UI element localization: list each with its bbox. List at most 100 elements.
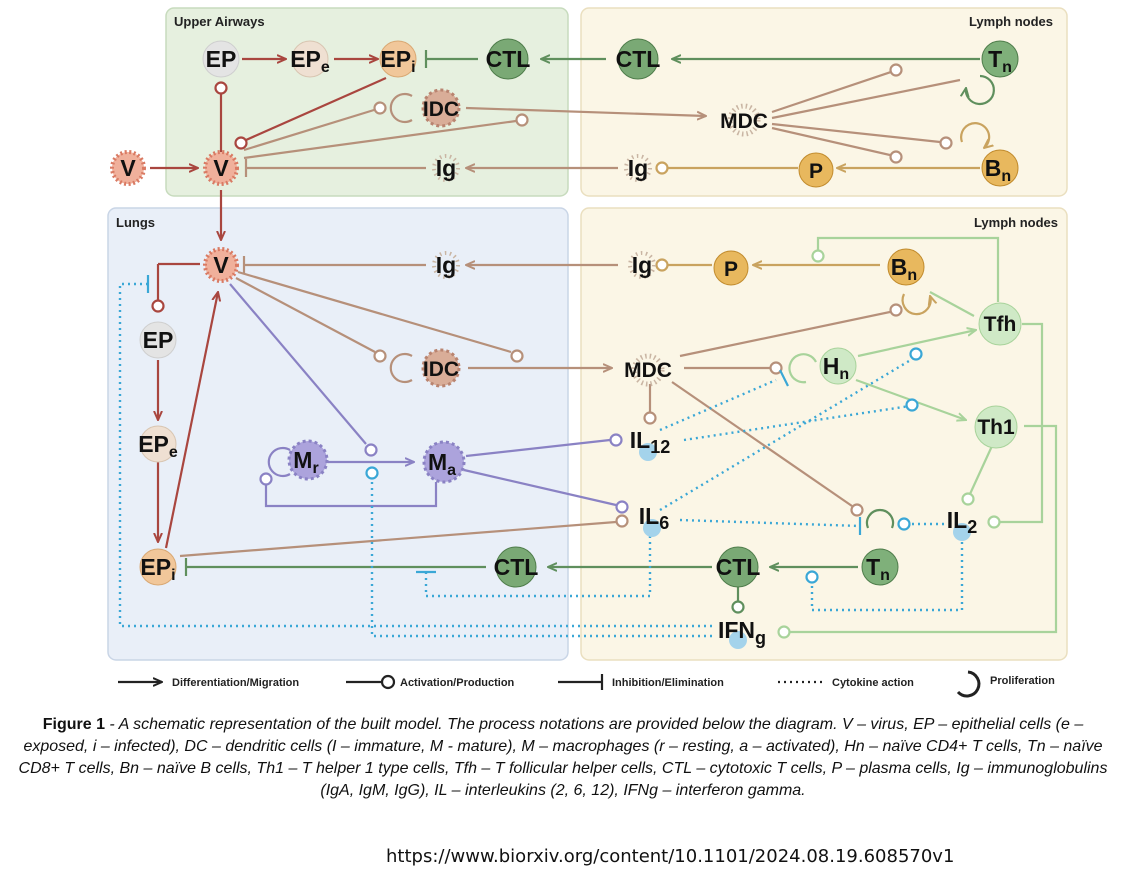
edge-mdc1-to-tn: [771, 70, 892, 114]
label-ln2-th1: Th1: [977, 416, 1015, 439]
edge-vl-to-idc: [235, 277, 376, 353]
edge-p2-to-ig2-head: [655, 258, 669, 272]
edge-v-to-mdc-ua: [243, 119, 517, 160]
edge-vl-activates-ma-head: [364, 443, 378, 457]
edge-vl-to-idc-head: [373, 349, 387, 363]
edge-mdc2-to-tn: [671, 381, 853, 507]
label-ua-epi: EPi: [380, 46, 415, 76]
label-ln2-tfh: Tfh: [984, 313, 1017, 336]
cyto-il12-to-hn-head: [905, 398, 919, 412]
edge-ctl2-to-ifng-head: [731, 600, 745, 614]
label-ua-v: V: [213, 155, 229, 181]
lu-ctl-cell: [495, 546, 537, 588]
edge-epi-produces-vl: [164, 292, 218, 549]
label-ln2-p: P: [724, 258, 738, 281]
label-ln1-bn: Bn: [985, 155, 1011, 185]
label-ua-epe: EPe: [290, 46, 330, 76]
edge-epi-to-il6-head: [615, 514, 629, 528]
lu-idc-cell: [421, 348, 461, 388]
region-label-upper-airways: Upper Airways: [174, 14, 265, 29]
label-ln1-ctl: CTL: [616, 46, 661, 72]
cyto-il6-to-hn: [659, 356, 915, 512]
cyto-il6-to-ctll: [424, 536, 652, 598]
edge-tfh-activates-bn-head: [811, 249, 825, 263]
region-label-lymph-nodes-bottom: Lymph nodes: [974, 215, 1058, 230]
ln2-mdc-burst: [631, 353, 665, 387]
edge-v-to-mdc-ua-head: [515, 113, 529, 127]
nodes: [110, 38, 1022, 649]
legend-inhibition-label: Inhibition/Elimination: [612, 677, 724, 689]
cyto-il6-to-hn-head: [909, 347, 923, 361]
label-ln2-bn: Bn: [891, 254, 917, 284]
legend-proliferation-label: Proliferation: [990, 675, 1055, 687]
cyto-ifng-to-ma: [370, 478, 712, 638]
ln1-mdc-burst: [727, 103, 761, 137]
cyto-ifng-to-ma-head: [365, 466, 379, 480]
label-lu-ctl: CTL: [494, 554, 539, 580]
legend-differentiation-label: Differentiation/Migration: [172, 677, 299, 689]
prolif-hn: [788, 353, 817, 384]
edge-ma-to-il6: [463, 468, 617, 507]
edge-mdc1-to-bn-head: [939, 136, 953, 150]
label-ua-idc: IDC: [423, 98, 459, 121]
edge-vl-to-mdc: [237, 270, 512, 354]
ua-epi-cell: [379, 40, 417, 78]
edge-v-activates-ep-ua-head: [214, 81, 228, 95]
lu-ep-cell: [139, 321, 177, 359]
cyto-il2-to-ctl-head: [805, 570, 819, 584]
region-upper-airways: [165, 7, 569, 197]
ua-idc-cell: [421, 88, 461, 128]
lu-ig-burst: [432, 251, 460, 279]
ua-ig-burst: [432, 154, 460, 182]
edge-ma-to-il6-head: [615, 500, 629, 514]
edge-mdc2-to-bn: [679, 310, 891, 358]
edge-mdc2-to-hn-head: [769, 361, 783, 375]
label-vext: V: [120, 155, 136, 181]
edge-th1-to-il2: [969, 445, 993, 495]
label-ln2-il12: IL12: [630, 427, 670, 457]
legend-activation-label: Activation/Production: [400, 677, 515, 689]
edge-v-to-idc-ua: [243, 108, 375, 152]
ln2-tn-cell: [861, 548, 899, 586]
label-ln2-ctl: CTL: [716, 554, 761, 580]
edge-vl-to-ep-head: [151, 299, 165, 313]
edge-vl-to-mdc-head: [510, 349, 524, 363]
region-label-lungs: Lungs: [116, 215, 155, 230]
label-ua-ep: EP: [206, 46, 237, 72]
ln1-p-cell: [798, 152, 834, 188]
label-ln2-ig: Ig: [632, 252, 652, 278]
label-ln2-il6: IL6: [639, 503, 669, 533]
edge-th1-to-ifng-head: [777, 625, 791, 639]
figure-caption: Figure 1 - A schematic representation of…: [18, 714, 1108, 802]
edge-th1-to-il2-head: [961, 492, 975, 506]
label-lu-mr: Mr: [293, 447, 318, 477]
edge-ma-to-il12: [465, 438, 611, 458]
label-lu-epe: EPe: [138, 431, 178, 461]
prolif-idc-l: [389, 352, 413, 384]
edge-mdc1-to-tn2: [771, 78, 961, 120]
ln2-th1-cell: [974, 405, 1018, 449]
lu-epi-cell: [139, 548, 177, 586]
ln2-il12-dot: [639, 443, 657, 461]
prolif-bn-ln2: [901, 293, 931, 316]
ln2-p-cell: [713, 250, 749, 286]
label-lu-idc: IDC: [423, 358, 459, 381]
edge-tfh-to-il2: [1000, 322, 1044, 524]
label-ln1-tn: Tn: [988, 46, 1012, 76]
label-ln2-il2: IL2: [947, 507, 977, 537]
cyto-il6-to-tn: [679, 518, 861, 528]
ln2-ifng-dot: [729, 631, 747, 649]
region-lungs: [107, 207, 569, 661]
ua-v-virus: [203, 150, 239, 186]
legend-cytokine-label: Cytokine action: [832, 677, 914, 689]
edge-epi-to-il6: [179, 520, 617, 558]
ln2-bn-cell: [887, 248, 925, 286]
prolif-tn-ln1: [966, 74, 995, 106]
caption-label: Figure 1: [42, 716, 105, 733]
label-ln1-ig: Ig: [628, 155, 648, 181]
edge-tfh-to-il2-head: [987, 515, 1001, 529]
region-boxes: [107, 7, 1068, 661]
label-lu-ma: Ma: [428, 449, 456, 479]
cyto-il12-to-hn: [683, 404, 911, 442]
label-lu-v: V: [213, 252, 229, 278]
